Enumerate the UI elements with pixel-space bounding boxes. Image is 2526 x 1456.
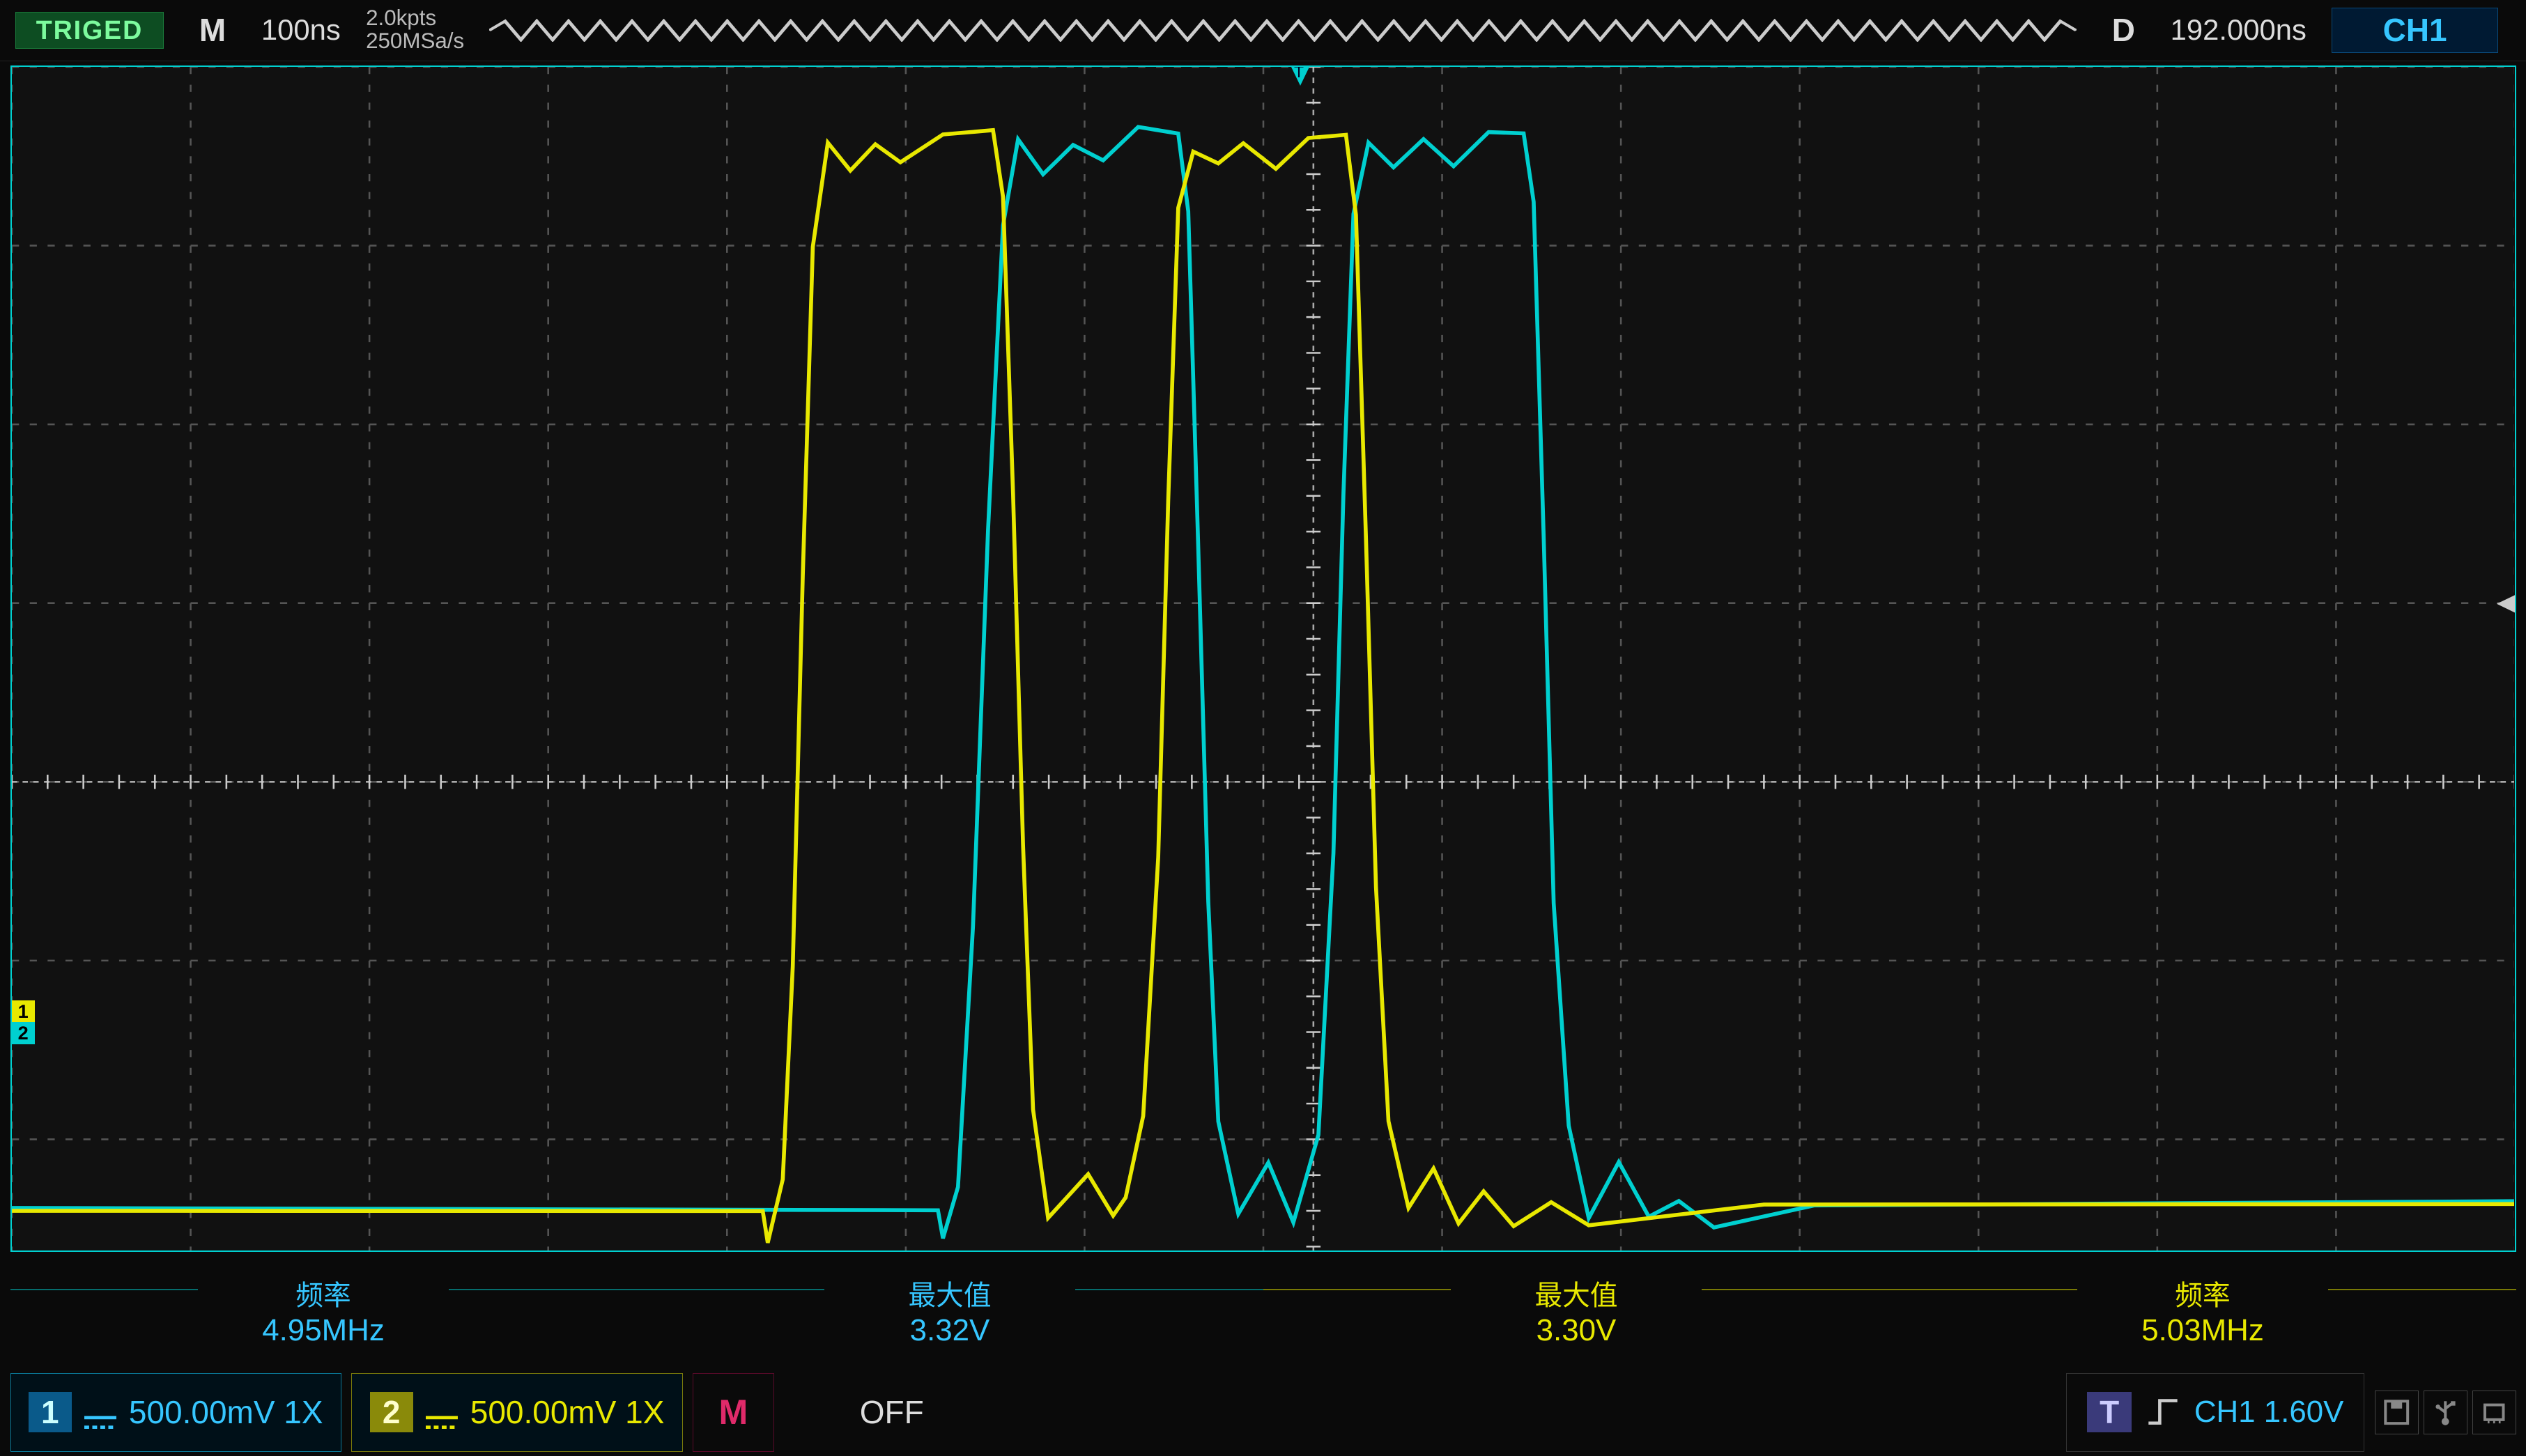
- math-settings-box[interactable]: M: [693, 1373, 773, 1452]
- utility-icons: [2375, 1373, 2516, 1452]
- measurement-label: 最大值: [908, 1273, 991, 1313]
- trigger-status-badge: TRIGED: [15, 12, 164, 49]
- trigger-settings-box[interactable]: T CH1 1.60V: [2066, 1373, 2364, 1452]
- waveform-grid[interactable]: 1 2: [10, 65, 2516, 1252]
- measurement-label: 频率: [295, 1273, 351, 1313]
- ch2-settings-box[interactable]: 2 500.00mV 1X: [351, 1373, 682, 1452]
- dc-coupling-icon: [84, 1402, 116, 1423]
- horiz-mode-badge: M: [189, 11, 236, 49]
- save-icon[interactable]: [2375, 1391, 2419, 1434]
- measurement-value: 5.03MHz: [2141, 1313, 2264, 1348]
- timebase-readout: 100ns: [261, 13, 341, 47]
- waveform-canvas: [12, 67, 2515, 1252]
- dc-coupling-icon: [426, 1402, 458, 1423]
- ch1-scale-text: 500.00mV 1X: [129, 1393, 323, 1431]
- active-channel-badge[interactable]: CH1: [2332, 8, 2498, 52]
- acquisition-readout: 2.0kpts 250MSa/s: [366, 7, 464, 53]
- measurement-0[interactable]: 频率4.95MHz: [10, 1252, 637, 1368]
- ch1-number-badge: 1: [29, 1392, 72, 1432]
- delay-readout: 192.000ns: [2171, 13, 2306, 47]
- trigger-badge: T: [2087, 1392, 2132, 1432]
- measurement-strip: 频率4.95MHz最大值3.32V最大值3.30V频率5.03MHz: [0, 1252, 2526, 1368]
- measurement-2[interactable]: 最大值3.30V: [1263, 1252, 1890, 1368]
- memory-depth: 2.0kpts: [366, 7, 464, 30]
- measurement-value: 3.30V: [1537, 1313, 1617, 1348]
- measurement-3[interactable]: 频率5.03MHz: [1890, 1252, 2516, 1368]
- top-bar: TRIGED M 100ns 2.0kpts 250MSa/s D 192.00…: [0, 0, 2526, 61]
- memory-bar-icon: [489, 19, 2077, 42]
- oscilloscope-screen: TRIGED M 100ns 2.0kpts 250MSa/s D 192.00…: [0, 0, 2526, 1456]
- measurement-label: 频率: [2175, 1273, 2230, 1313]
- ch2-scale-text: 500.00mV 1X: [470, 1393, 665, 1431]
- measurement-value: 4.95MHz: [262, 1313, 385, 1348]
- delay-badge: D: [2102, 11, 2145, 49]
- math-state: OFF: [860, 1393, 924, 1431]
- math-badge: M: [719, 1392, 748, 1432]
- trigger-level-text: CH1 1.60V: [2194, 1395, 2344, 1430]
- sample-rate: 250MSa/s: [366, 30, 464, 53]
- network-icon[interactable]: [2472, 1391, 2516, 1434]
- ch2-number-badge: 2: [370, 1392, 413, 1432]
- usb-icon[interactable]: [2424, 1391, 2467, 1434]
- measurement-label: 最大值: [1534, 1273, 1617, 1313]
- rising-edge-icon: [2147, 1397, 2179, 1427]
- bottom-bar: 1 500.00mV 1X 2 500.00mV 1X M OFF T CH1: [0, 1369, 2526, 1456]
- measurement-value: 3.32V: [910, 1313, 990, 1348]
- measurement-1[interactable]: 最大值3.32V: [637, 1252, 1263, 1368]
- ch1-settings-box[interactable]: 1 500.00mV 1X: [10, 1373, 341, 1452]
